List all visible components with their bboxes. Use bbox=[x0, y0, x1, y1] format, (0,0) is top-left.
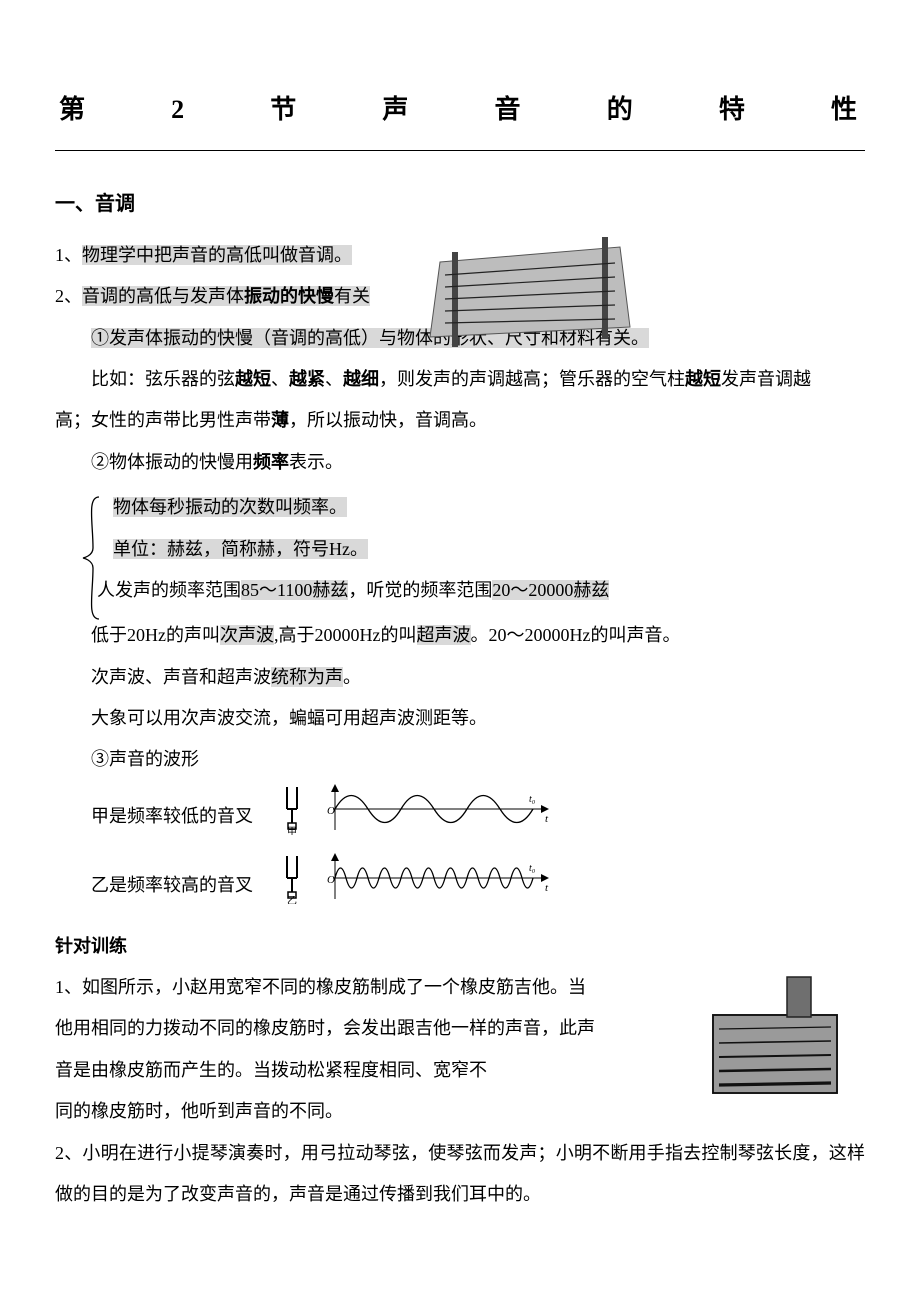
title-char: 声 bbox=[382, 80, 412, 140]
waveform-high-chart: O t t₀ bbox=[323, 853, 553, 918]
waveform-row-high: 乙是频率较高的音叉 乙 O t t₀ bbox=[55, 852, 865, 919]
section-heading: 一、音调 bbox=[55, 181, 865, 227]
point-3: ③声音的波形 bbox=[55, 739, 865, 780]
sound-examples: 大象可以用次声波交流，蝙蝠可用超声波测距等。 bbox=[55, 698, 865, 739]
freq-range: 人发声的频率范围85～1100赫兹，听觉的频率范围20～20000赫兹 bbox=[97, 570, 865, 611]
frequency-brace-group: 物体每秒振动的次数叫频率。 单位：赫兹，简称赫，符号Hz。 人发声的频率范围85… bbox=[55, 487, 865, 611]
infrasound-ultrasound: 低于20Hz的声叫次声波,高于20000Hz的叫超声波。20～20000Hz的叫… bbox=[55, 615, 865, 656]
svg-text:O: O bbox=[327, 874, 335, 886]
exercise-2: 2、小明在进行小提琴演奏时，用弓拉动琴弦，使琴弦而发声；小明不断用手指去控制琴弦… bbox=[55, 1133, 865, 1216]
svg-text:O: O bbox=[327, 805, 335, 817]
tuning-fork-yi-icon: 乙 bbox=[279, 852, 305, 919]
svg-text:t: t bbox=[545, 813, 549, 825]
tuning-fork-jia-icon: 甲 bbox=[279, 783, 305, 850]
svg-text:乙: 乙 bbox=[287, 895, 297, 904]
chapter-title: 第 2 节 声 音 的 特 性 bbox=[55, 80, 865, 151]
title-char: 节 bbox=[270, 80, 300, 140]
example-strings-2: 高；女性的声带比男性声带薄，所以振动快，音调高。 bbox=[55, 400, 865, 441]
waveform-row-low: 甲是频率较低的音叉 甲 O t t₀ bbox=[55, 783, 865, 850]
exercise-1: 1、如图所示，小赵用宽窄不同的橡皮筋制成了一个橡皮筋吉他。当 他用相同的力拨动不… bbox=[55, 967, 865, 1133]
svg-text:甲: 甲 bbox=[287, 827, 297, 835]
svg-text:t₀: t₀ bbox=[529, 863, 536, 874]
freq-def: 物体每秒振动的次数叫频率。 bbox=[113, 487, 865, 528]
title-char: 性 bbox=[831, 80, 861, 140]
title-char: 第 bbox=[59, 80, 89, 140]
rubber-guitar-figure bbox=[695, 971, 855, 1126]
svg-text:t₀: t₀ bbox=[529, 794, 536, 805]
freq-unit: 单位：赫兹，简称赫，符号Hz。 bbox=[113, 529, 865, 570]
title-char: 的 bbox=[607, 80, 637, 140]
title-char: 音 bbox=[495, 80, 525, 140]
point-2: ②物体振动的快慢用频率表示。 bbox=[55, 442, 865, 483]
section-1: 一、音调 1、物理学中把声音的高低叫做音调。 2、音调的高低与发声体振动的快慢有… bbox=[55, 181, 865, 920]
zither-figure bbox=[415, 227, 645, 372]
practice-heading: 针对训练 bbox=[55, 926, 865, 967]
title-char: 特 bbox=[719, 80, 749, 140]
left-brace-icon bbox=[77, 493, 107, 623]
svg-text:t: t bbox=[545, 882, 549, 894]
title-char: 2 bbox=[171, 80, 188, 140]
sound-collective: 次声波、声音和超声波统称为声。 bbox=[55, 657, 865, 698]
waveform-low-chart: O t t₀ bbox=[323, 784, 553, 849]
